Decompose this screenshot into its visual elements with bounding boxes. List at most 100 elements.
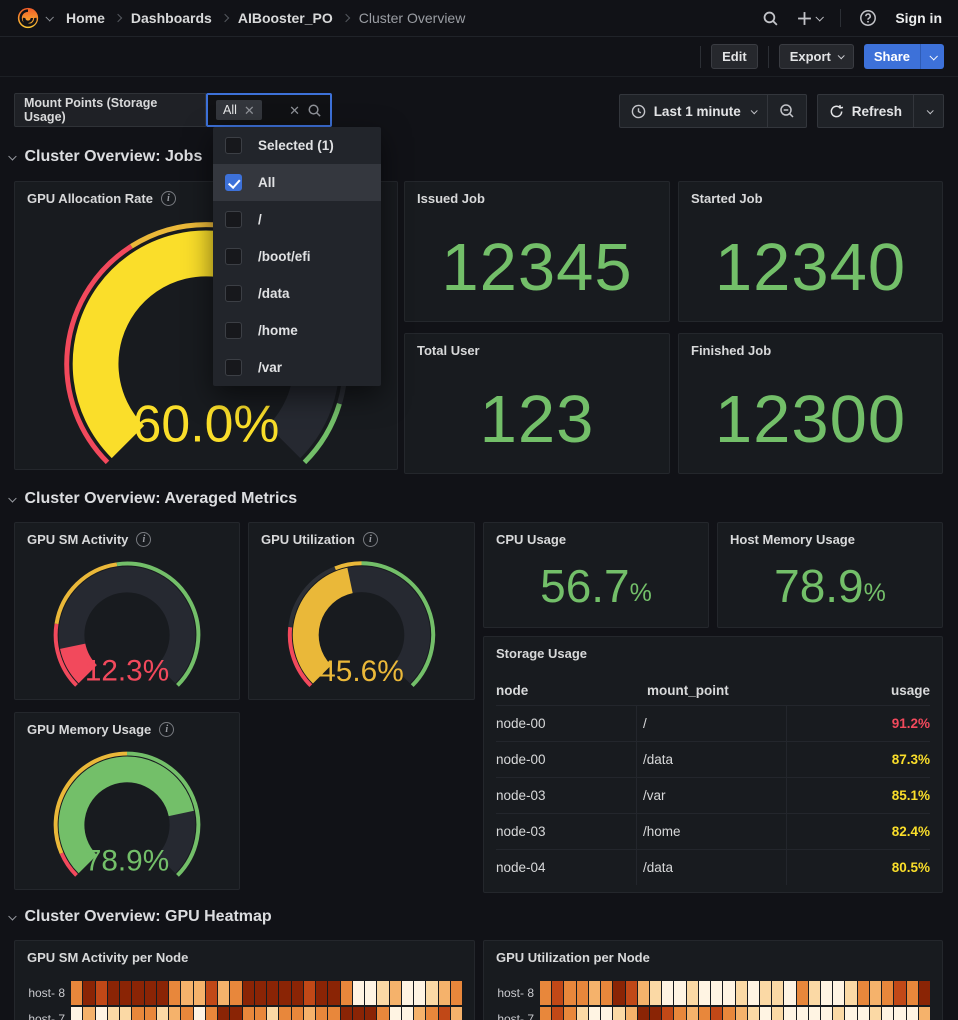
search-icon[interactable] [762, 10, 779, 27]
heatmap-cell [426, 981, 438, 1005]
cell-usage: 82.4% [786, 814, 930, 849]
heatmap-row: host- 7 [484, 1007, 930, 1020]
heatmap-cell [83, 981, 95, 1005]
section-header-gpu-heatmap[interactable]: Cluster Overview: GPU Heatmap [0, 904, 272, 930]
org-switcher-chevron-icon[interactable] [45, 13, 54, 22]
info-icon[interactable]: i [362, 531, 378, 547]
panel-title[interactable]: Issued Job [417, 190, 485, 206]
edit-button[interactable]: Edit [711, 44, 758, 69]
panel-title[interactable]: GPU SM Activity per Node [27, 949, 189, 965]
column-header-mount-point[interactable]: mount_point [647, 682, 729, 698]
panel-title[interactable]: GPU Utilization per Node [496, 949, 650, 965]
heatmap-cell [230, 981, 242, 1005]
breadcrumb-folder[interactable]: AIBooster_PO [237, 10, 333, 26]
heatmap-cell [377, 1007, 389, 1020]
dropdown-option[interactable]: /home [213, 312, 381, 349]
dropdown-option[interactable]: /boot/efi [213, 238, 381, 275]
info-icon[interactable]: i [160, 190, 176, 206]
dropdown-option-label: / [258, 212, 262, 227]
checkbox-icon[interactable] [225, 322, 242, 339]
info-icon[interactable]: i [159, 721, 175, 737]
checkbox-icon[interactable] [225, 359, 242, 376]
table-row: node-00 /91.2% [496, 705, 930, 741]
cell-mount-point: /home [636, 814, 786, 849]
panel-title[interactable]: Storage Usage [496, 645, 588, 661]
heatmap-row: host- 7 [15, 1007, 462, 1020]
section-header-jobs[interactable]: Cluster Overview: Jobs [0, 144, 202, 170]
heatmap-cell [205, 981, 217, 1005]
panel-title[interactable]: Started Job [691, 190, 763, 206]
checkbox-checked-icon[interactable] [225, 174, 242, 191]
panel-title[interactable]: Host Memory Usage [730, 531, 855, 547]
checkbox-icon[interactable] [225, 285, 242, 302]
panel-title[interactable]: Total User [417, 342, 480, 358]
heatmap-cell [169, 1007, 181, 1020]
share-split-button: Share [863, 44, 944, 69]
sign-in-link[interactable]: Sign in [895, 10, 942, 26]
heatmap-cell [120, 981, 132, 1005]
heatmap-cell [833, 1007, 845, 1020]
heatmap-cell [218, 981, 230, 1005]
gauge-value-text: 60.0% [133, 394, 280, 452]
dropdown-option[interactable]: /var [213, 349, 381, 386]
time-range-picker[interactable]: Last 1 minute [620, 95, 767, 127]
column-header-usage[interactable]: usage [890, 682, 930, 698]
heatmap-cell [711, 1007, 723, 1020]
share-menu-button[interactable] [920, 44, 944, 69]
heatmap-cell [230, 1007, 242, 1020]
dropdown-option[interactable]: / [213, 201, 381, 238]
dropdown-option[interactable]: Selected (1) [213, 127, 381, 164]
panel-gpu-sm-activity: GPU SM Activity i 12.3% [14, 522, 240, 700]
heatmap-cell [857, 981, 869, 1005]
add-new-button[interactable] [797, 11, 825, 26]
breadcrumb-home[interactable]: Home [66, 10, 105, 26]
gauge-value-arc [292, 567, 354, 684]
panel-title[interactable]: GPU SM Activity [27, 531, 129, 547]
heatmap-cell [291, 1007, 303, 1020]
panel-title[interactable]: GPU Utilization [261, 531, 355, 547]
remove-tag-icon[interactable]: ✕ [243, 102, 255, 118]
toolbar-divider [700, 45, 702, 68]
heatmap-grid: host- 8 host- 7 [484, 981, 930, 1020]
heatmap-cell [735, 1007, 747, 1020]
panel-title[interactable]: GPU Memory Usage [27, 721, 152, 737]
panel-title[interactable]: GPU Allocation Rate [27, 190, 153, 206]
export-chevron-icon [837, 52, 845, 60]
heatmap-cell [796, 981, 808, 1005]
gauge-threshold-ring [64, 244, 133, 464]
storage-table: node mount_point usage node-00/91.2% node… [484, 675, 942, 885]
refresh-interval-button[interactable] [913, 95, 943, 127]
checkbox-icon[interactable] [225, 248, 242, 265]
zoom-out-time-button[interactable] [766, 95, 806, 127]
breadcrumb-dashboards[interactable]: Dashboards [130, 10, 212, 26]
gauge-threshold-ring [288, 566, 336, 628]
heatmap-cell [674, 1007, 686, 1020]
grafana-logo-icon[interactable] [16, 6, 40, 30]
help-icon[interactable] [859, 9, 877, 27]
dropdown-option[interactable]: All [213, 164, 381, 201]
cell-usage: 91.2% [786, 706, 930, 741]
heatmap-cell [588, 981, 601, 1005]
heatmap-cell [552, 1007, 564, 1020]
panel-title[interactable]: Finished Job [691, 342, 772, 358]
refresh-button[interactable]: Refresh [818, 95, 913, 127]
heatmap-cell [759, 981, 772, 1005]
checkbox-icon[interactable] [225, 211, 242, 228]
heatmap-cell [698, 1007, 711, 1020]
heatmap-cell [601, 981, 613, 1005]
info-icon[interactable]: i [136, 531, 152, 547]
panel-title[interactable]: CPU Usage [496, 531, 567, 547]
cell-mount-point: /data [636, 850, 786, 885]
table-row: node-03/var 85.1% [496, 777, 930, 813]
heatmap-cell [389, 981, 401, 1005]
mount-points-select[interactable]: All ✕ ✕ [206, 93, 332, 127]
column-header-node[interactable]: node [496, 682, 529, 698]
clear-selection-icon[interactable]: ✕ [289, 102, 300, 118]
checkbox-icon[interactable] [225, 137, 242, 154]
gauge-threshold-ring [116, 561, 201, 687]
dropdown-option[interactable]: /data [213, 275, 381, 312]
refresh-chevron-icon [926, 106, 934, 114]
export-button[interactable]: Export [778, 44, 854, 69]
section-header-averaged-metrics[interactable]: Cluster Overview: Averaged Metrics [0, 486, 297, 512]
share-button[interactable]: Share [863, 44, 920, 69]
